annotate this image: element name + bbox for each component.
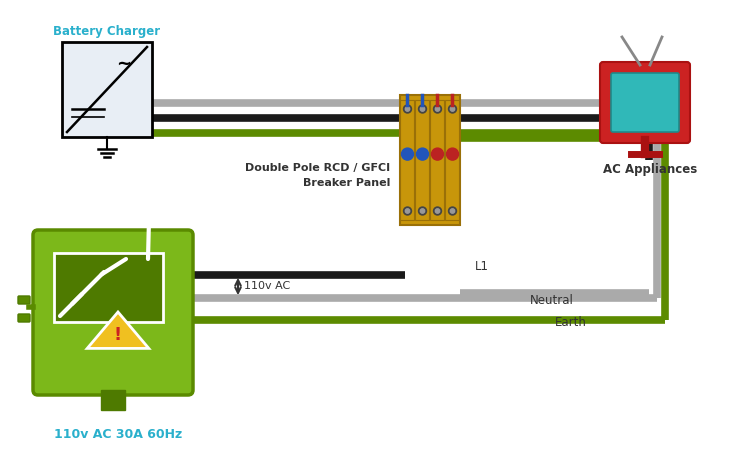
Text: 110v AC 30A 60Hz: 110v AC 30A 60Hz (54, 428, 182, 441)
FancyBboxPatch shape (18, 314, 30, 322)
Text: Neutral: Neutral (530, 293, 574, 306)
Circle shape (404, 207, 412, 215)
Circle shape (451, 209, 455, 213)
Text: L1: L1 (475, 261, 489, 274)
Text: 110v AC: 110v AC (244, 281, 290, 291)
Circle shape (420, 107, 425, 111)
FancyBboxPatch shape (18, 296, 30, 304)
Circle shape (451, 107, 455, 111)
Circle shape (404, 105, 412, 113)
Circle shape (420, 209, 425, 213)
FancyBboxPatch shape (101, 390, 125, 410)
Circle shape (417, 148, 429, 160)
Text: ~: ~ (115, 55, 131, 73)
Text: Double Pole RCD / GFCI: Double Pole RCD / GFCI (245, 163, 390, 173)
Circle shape (405, 107, 409, 111)
Text: Battery Charger: Battery Charger (54, 26, 160, 39)
Text: !: ! (114, 326, 122, 344)
FancyBboxPatch shape (62, 42, 152, 137)
Polygon shape (87, 312, 148, 348)
FancyBboxPatch shape (431, 100, 445, 220)
Circle shape (446, 148, 459, 160)
Circle shape (448, 105, 456, 113)
Circle shape (434, 105, 442, 113)
Circle shape (418, 105, 426, 113)
Circle shape (401, 148, 414, 160)
Circle shape (448, 207, 456, 215)
FancyBboxPatch shape (600, 62, 690, 143)
FancyBboxPatch shape (401, 100, 415, 220)
FancyBboxPatch shape (54, 253, 163, 322)
FancyBboxPatch shape (611, 73, 679, 132)
Text: Earth: Earth (555, 315, 587, 328)
Circle shape (431, 148, 443, 160)
Circle shape (405, 209, 409, 213)
FancyBboxPatch shape (400, 95, 460, 225)
Text: AC Appliances: AC Appliances (603, 163, 697, 176)
Circle shape (418, 207, 426, 215)
Circle shape (435, 107, 440, 111)
Circle shape (434, 207, 442, 215)
Text: Breaker Panel: Breaker Panel (303, 178, 390, 188)
FancyBboxPatch shape (33, 230, 193, 395)
Circle shape (435, 209, 440, 213)
FancyBboxPatch shape (415, 100, 429, 220)
FancyBboxPatch shape (445, 100, 459, 220)
